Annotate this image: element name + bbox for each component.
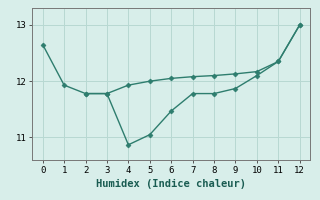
X-axis label: Humidex (Indice chaleur): Humidex (Indice chaleur) xyxy=(96,179,246,189)
